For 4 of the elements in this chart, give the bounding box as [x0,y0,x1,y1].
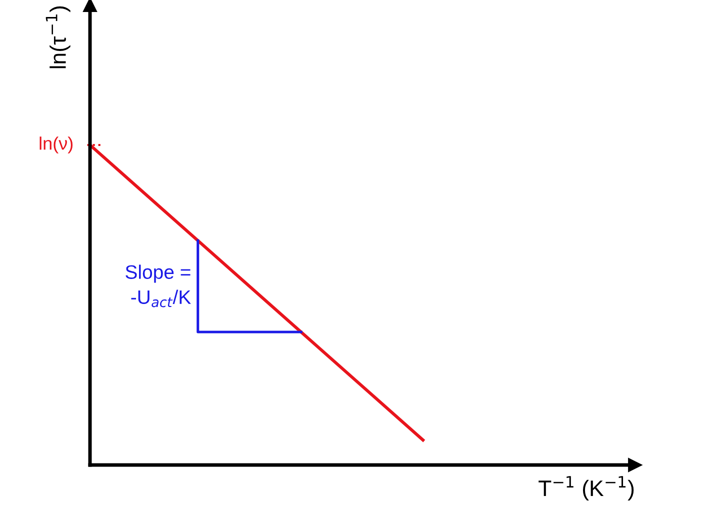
y-axis-title: ln(τ$^{−1}$) [46,6,70,68]
ref-line-label: ln(ν) [40,136,73,154]
x-axis-title: T$^{−1}$ (K$^{−1}$) [538,476,634,501]
annotation: Slope = -U$_{act}$/K [126,264,191,308]
